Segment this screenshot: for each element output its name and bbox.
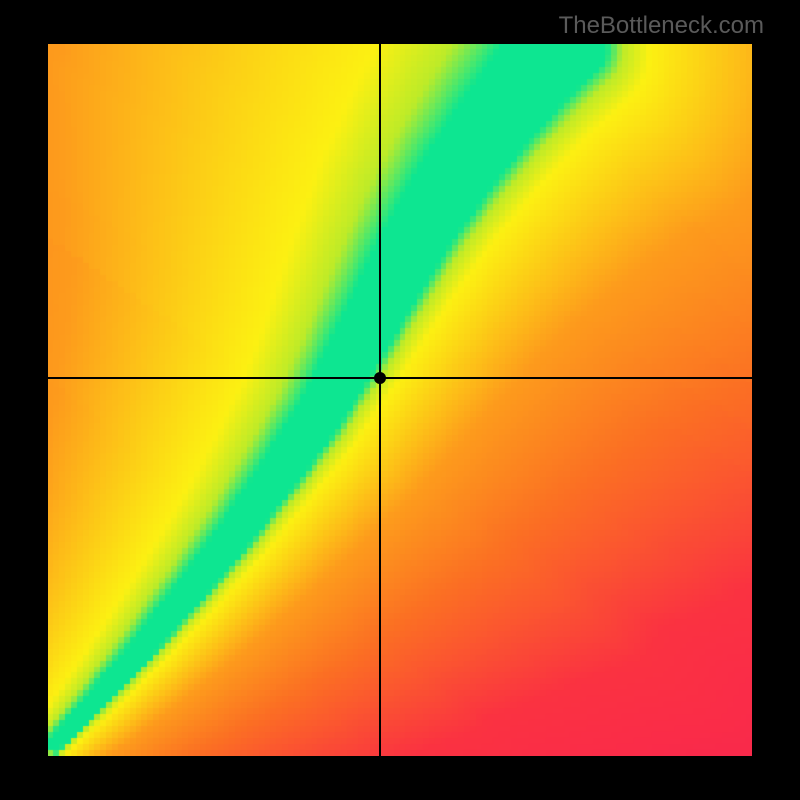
watermark-text: TheBottleneck.com [559, 12, 764, 40]
crosshair-vertical [379, 44, 381, 756]
bottleneck-heatmap [48, 44, 752, 756]
crosshair-horizontal [48, 377, 752, 379]
